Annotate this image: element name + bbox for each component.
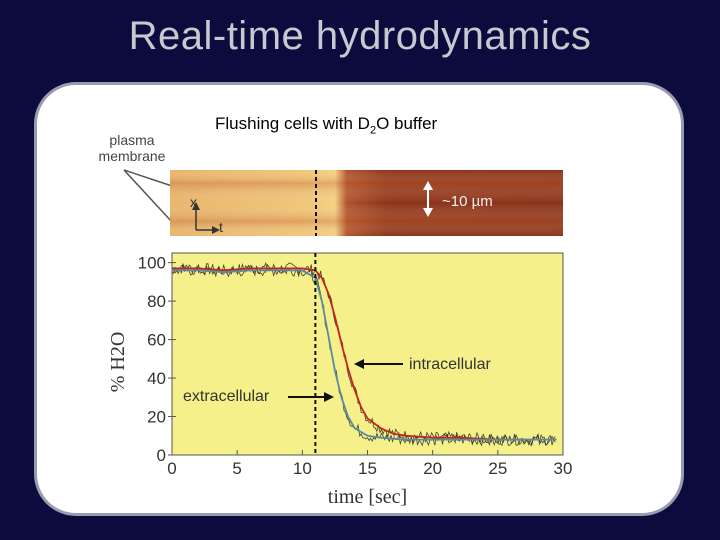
scale-bar-head-bottom: [423, 208, 433, 217]
caption-main: Flushing cells with D: [215, 114, 370, 133]
kymo-axis-x-label: x: [190, 194, 197, 210]
x-tick-label: 25: [488, 459, 507, 478]
membrane-label-line2: membrane: [98, 148, 166, 164]
y-tick-label: 80: [147, 292, 166, 311]
y-axis-label: % H2O: [107, 332, 129, 393]
x-tick-label: 5: [232, 459, 241, 478]
chart: 0 5 10 15 20 25 30 0 20 40 60 80 100 intracellular ext…: [107, 252, 573, 508]
series-line-extracellular: [172, 269, 557, 441]
y-tick-label: 20: [147, 408, 166, 427]
x-tick-label: 15: [358, 459, 377, 478]
scale-bar-head-top: [423, 181, 433, 190]
membrane-label: plasma membrane: [92, 132, 172, 164]
plot-area: [171, 252, 564, 456]
annotation-arrowhead-extracellular: [324, 392, 334, 402]
figure-caption: Flushing cells with D2O buffer: [215, 114, 437, 136]
membrane-pointer-bottom: [123, 169, 173, 223]
x-tick-label: 20: [423, 459, 442, 478]
y-tick-label: 40: [147, 369, 166, 388]
y-tick-label: 0: [157, 446, 166, 465]
slide-title: Real-time hydrodynamics: [128, 14, 592, 58]
kymo-axis-t-head: [212, 226, 220, 234]
x-tick-label: 0: [167, 459, 176, 478]
x-axis-label: time [sec]: [328, 486, 407, 508]
x-tick-label: 10: [293, 459, 312, 478]
x-tick-label: 30: [554, 459, 573, 478]
scale-bar-label: ~10 µm: [442, 193, 493, 210]
annotation-intracellular: intracellular: [409, 356, 491, 373]
caption-end: O buffer: [376, 114, 438, 133]
y-tick-label: 100: [138, 254, 166, 273]
annotation-arrowhead-intracellular: [354, 359, 364, 369]
membrane-pointer-top: [123, 169, 173, 187]
series-line-intracellular: [172, 267, 557, 441]
membrane-label-line1: plasma: [109, 132, 155, 148]
y-tick-label: 60: [147, 331, 166, 350]
kymo-axis-t-label: t: [219, 219, 223, 235]
annotation-extracellular: extracellular: [183, 388, 270, 405]
kymo-axis-x-head: [192, 202, 200, 210]
kymograph-bands: [170, 170, 563, 236]
caption-subscript: 2: [369, 124, 377, 137]
